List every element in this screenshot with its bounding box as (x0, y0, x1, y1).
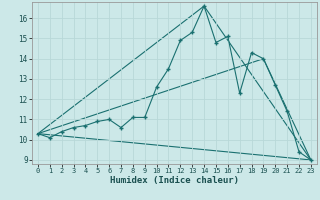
X-axis label: Humidex (Indice chaleur): Humidex (Indice chaleur) (110, 176, 239, 185)
